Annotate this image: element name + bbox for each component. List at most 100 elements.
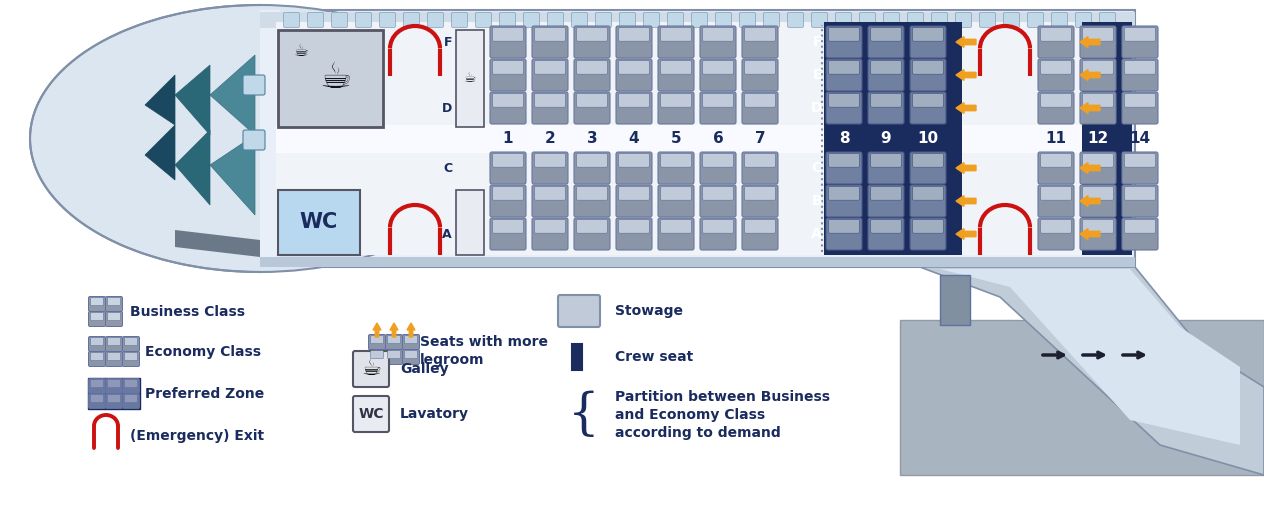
FancyBboxPatch shape xyxy=(744,93,776,107)
Text: WC: WC xyxy=(300,213,339,233)
FancyBboxPatch shape xyxy=(386,334,402,350)
FancyBboxPatch shape xyxy=(379,13,396,27)
FancyBboxPatch shape xyxy=(910,152,945,184)
FancyBboxPatch shape xyxy=(616,26,652,58)
FancyBboxPatch shape xyxy=(532,92,568,124)
Text: WC: WC xyxy=(358,407,384,421)
FancyBboxPatch shape xyxy=(124,338,138,345)
FancyBboxPatch shape xyxy=(910,185,945,217)
Text: 5: 5 xyxy=(671,131,681,146)
FancyBboxPatch shape xyxy=(307,13,324,27)
FancyArrow shape xyxy=(1079,196,1100,206)
FancyBboxPatch shape xyxy=(1052,13,1068,27)
FancyBboxPatch shape xyxy=(825,185,862,217)
FancyBboxPatch shape xyxy=(532,185,568,217)
FancyBboxPatch shape xyxy=(123,394,139,408)
FancyArrow shape xyxy=(1079,37,1100,47)
Bar xyxy=(824,22,962,255)
FancyBboxPatch shape xyxy=(353,351,389,387)
FancyBboxPatch shape xyxy=(493,153,523,167)
FancyBboxPatch shape xyxy=(1038,152,1074,184)
FancyBboxPatch shape xyxy=(661,153,691,167)
Polygon shape xyxy=(174,65,210,135)
FancyBboxPatch shape xyxy=(388,335,401,343)
FancyBboxPatch shape xyxy=(700,59,736,91)
FancyBboxPatch shape xyxy=(913,186,943,200)
FancyBboxPatch shape xyxy=(1038,218,1074,250)
FancyBboxPatch shape xyxy=(123,379,139,394)
FancyBboxPatch shape xyxy=(91,298,104,306)
Bar xyxy=(940,275,969,325)
FancyBboxPatch shape xyxy=(1079,59,1116,91)
FancyBboxPatch shape xyxy=(499,13,516,27)
FancyBboxPatch shape xyxy=(700,152,736,184)
Text: D: D xyxy=(810,101,822,115)
FancyBboxPatch shape xyxy=(742,26,779,58)
Bar xyxy=(456,190,484,255)
FancyBboxPatch shape xyxy=(243,75,265,95)
FancyBboxPatch shape xyxy=(1079,218,1116,250)
FancyBboxPatch shape xyxy=(825,152,862,184)
Ellipse shape xyxy=(30,5,490,272)
FancyBboxPatch shape xyxy=(700,92,736,124)
FancyBboxPatch shape xyxy=(88,379,105,394)
FancyBboxPatch shape xyxy=(980,13,996,27)
Text: 7: 7 xyxy=(755,131,765,146)
FancyBboxPatch shape xyxy=(123,352,139,366)
FancyBboxPatch shape xyxy=(535,186,565,200)
FancyBboxPatch shape xyxy=(742,92,779,124)
FancyBboxPatch shape xyxy=(1125,93,1155,107)
FancyBboxPatch shape xyxy=(1125,153,1155,167)
FancyBboxPatch shape xyxy=(88,394,105,408)
Text: D: D xyxy=(441,101,453,114)
FancyBboxPatch shape xyxy=(1076,13,1092,27)
FancyBboxPatch shape xyxy=(616,59,652,91)
FancyBboxPatch shape xyxy=(871,153,901,167)
Text: Business Class: Business Class xyxy=(130,305,245,319)
Text: A: A xyxy=(811,227,822,241)
FancyBboxPatch shape xyxy=(576,219,608,233)
FancyBboxPatch shape xyxy=(105,352,123,366)
FancyArrow shape xyxy=(956,196,976,206)
FancyBboxPatch shape xyxy=(1122,26,1158,58)
FancyBboxPatch shape xyxy=(703,93,733,107)
FancyBboxPatch shape xyxy=(1122,59,1158,91)
FancyBboxPatch shape xyxy=(1040,153,1072,167)
FancyBboxPatch shape xyxy=(744,27,776,41)
FancyBboxPatch shape xyxy=(910,26,945,58)
FancyBboxPatch shape xyxy=(576,60,608,74)
FancyBboxPatch shape xyxy=(557,295,600,327)
FancyBboxPatch shape xyxy=(574,59,611,91)
FancyBboxPatch shape xyxy=(574,152,611,184)
FancyBboxPatch shape xyxy=(828,153,860,167)
Bar xyxy=(276,22,1130,255)
Text: 3: 3 xyxy=(586,131,598,146)
FancyBboxPatch shape xyxy=(493,93,523,107)
FancyBboxPatch shape xyxy=(404,335,417,343)
FancyBboxPatch shape xyxy=(661,27,691,41)
Text: (Emergency) Exit: (Emergency) Exit xyxy=(130,429,264,443)
FancyBboxPatch shape xyxy=(825,59,862,91)
FancyBboxPatch shape xyxy=(913,93,943,107)
FancyBboxPatch shape xyxy=(402,334,420,350)
FancyBboxPatch shape xyxy=(353,396,389,432)
FancyBboxPatch shape xyxy=(1040,27,1072,41)
FancyBboxPatch shape xyxy=(932,13,948,27)
FancyBboxPatch shape xyxy=(1082,60,1114,74)
FancyBboxPatch shape xyxy=(618,60,650,74)
FancyBboxPatch shape xyxy=(871,60,901,74)
FancyBboxPatch shape xyxy=(871,27,901,41)
Polygon shape xyxy=(210,135,255,215)
FancyBboxPatch shape xyxy=(535,219,565,233)
Text: F: F xyxy=(444,36,453,48)
Text: 10: 10 xyxy=(918,131,939,146)
FancyBboxPatch shape xyxy=(836,13,852,27)
FancyBboxPatch shape xyxy=(618,93,650,107)
Text: Lavatory: Lavatory xyxy=(399,407,469,421)
FancyBboxPatch shape xyxy=(1079,185,1116,217)
FancyBboxPatch shape xyxy=(868,152,904,184)
FancyBboxPatch shape xyxy=(535,60,565,74)
FancyBboxPatch shape xyxy=(700,185,736,217)
FancyBboxPatch shape xyxy=(124,380,138,387)
FancyBboxPatch shape xyxy=(105,297,123,311)
